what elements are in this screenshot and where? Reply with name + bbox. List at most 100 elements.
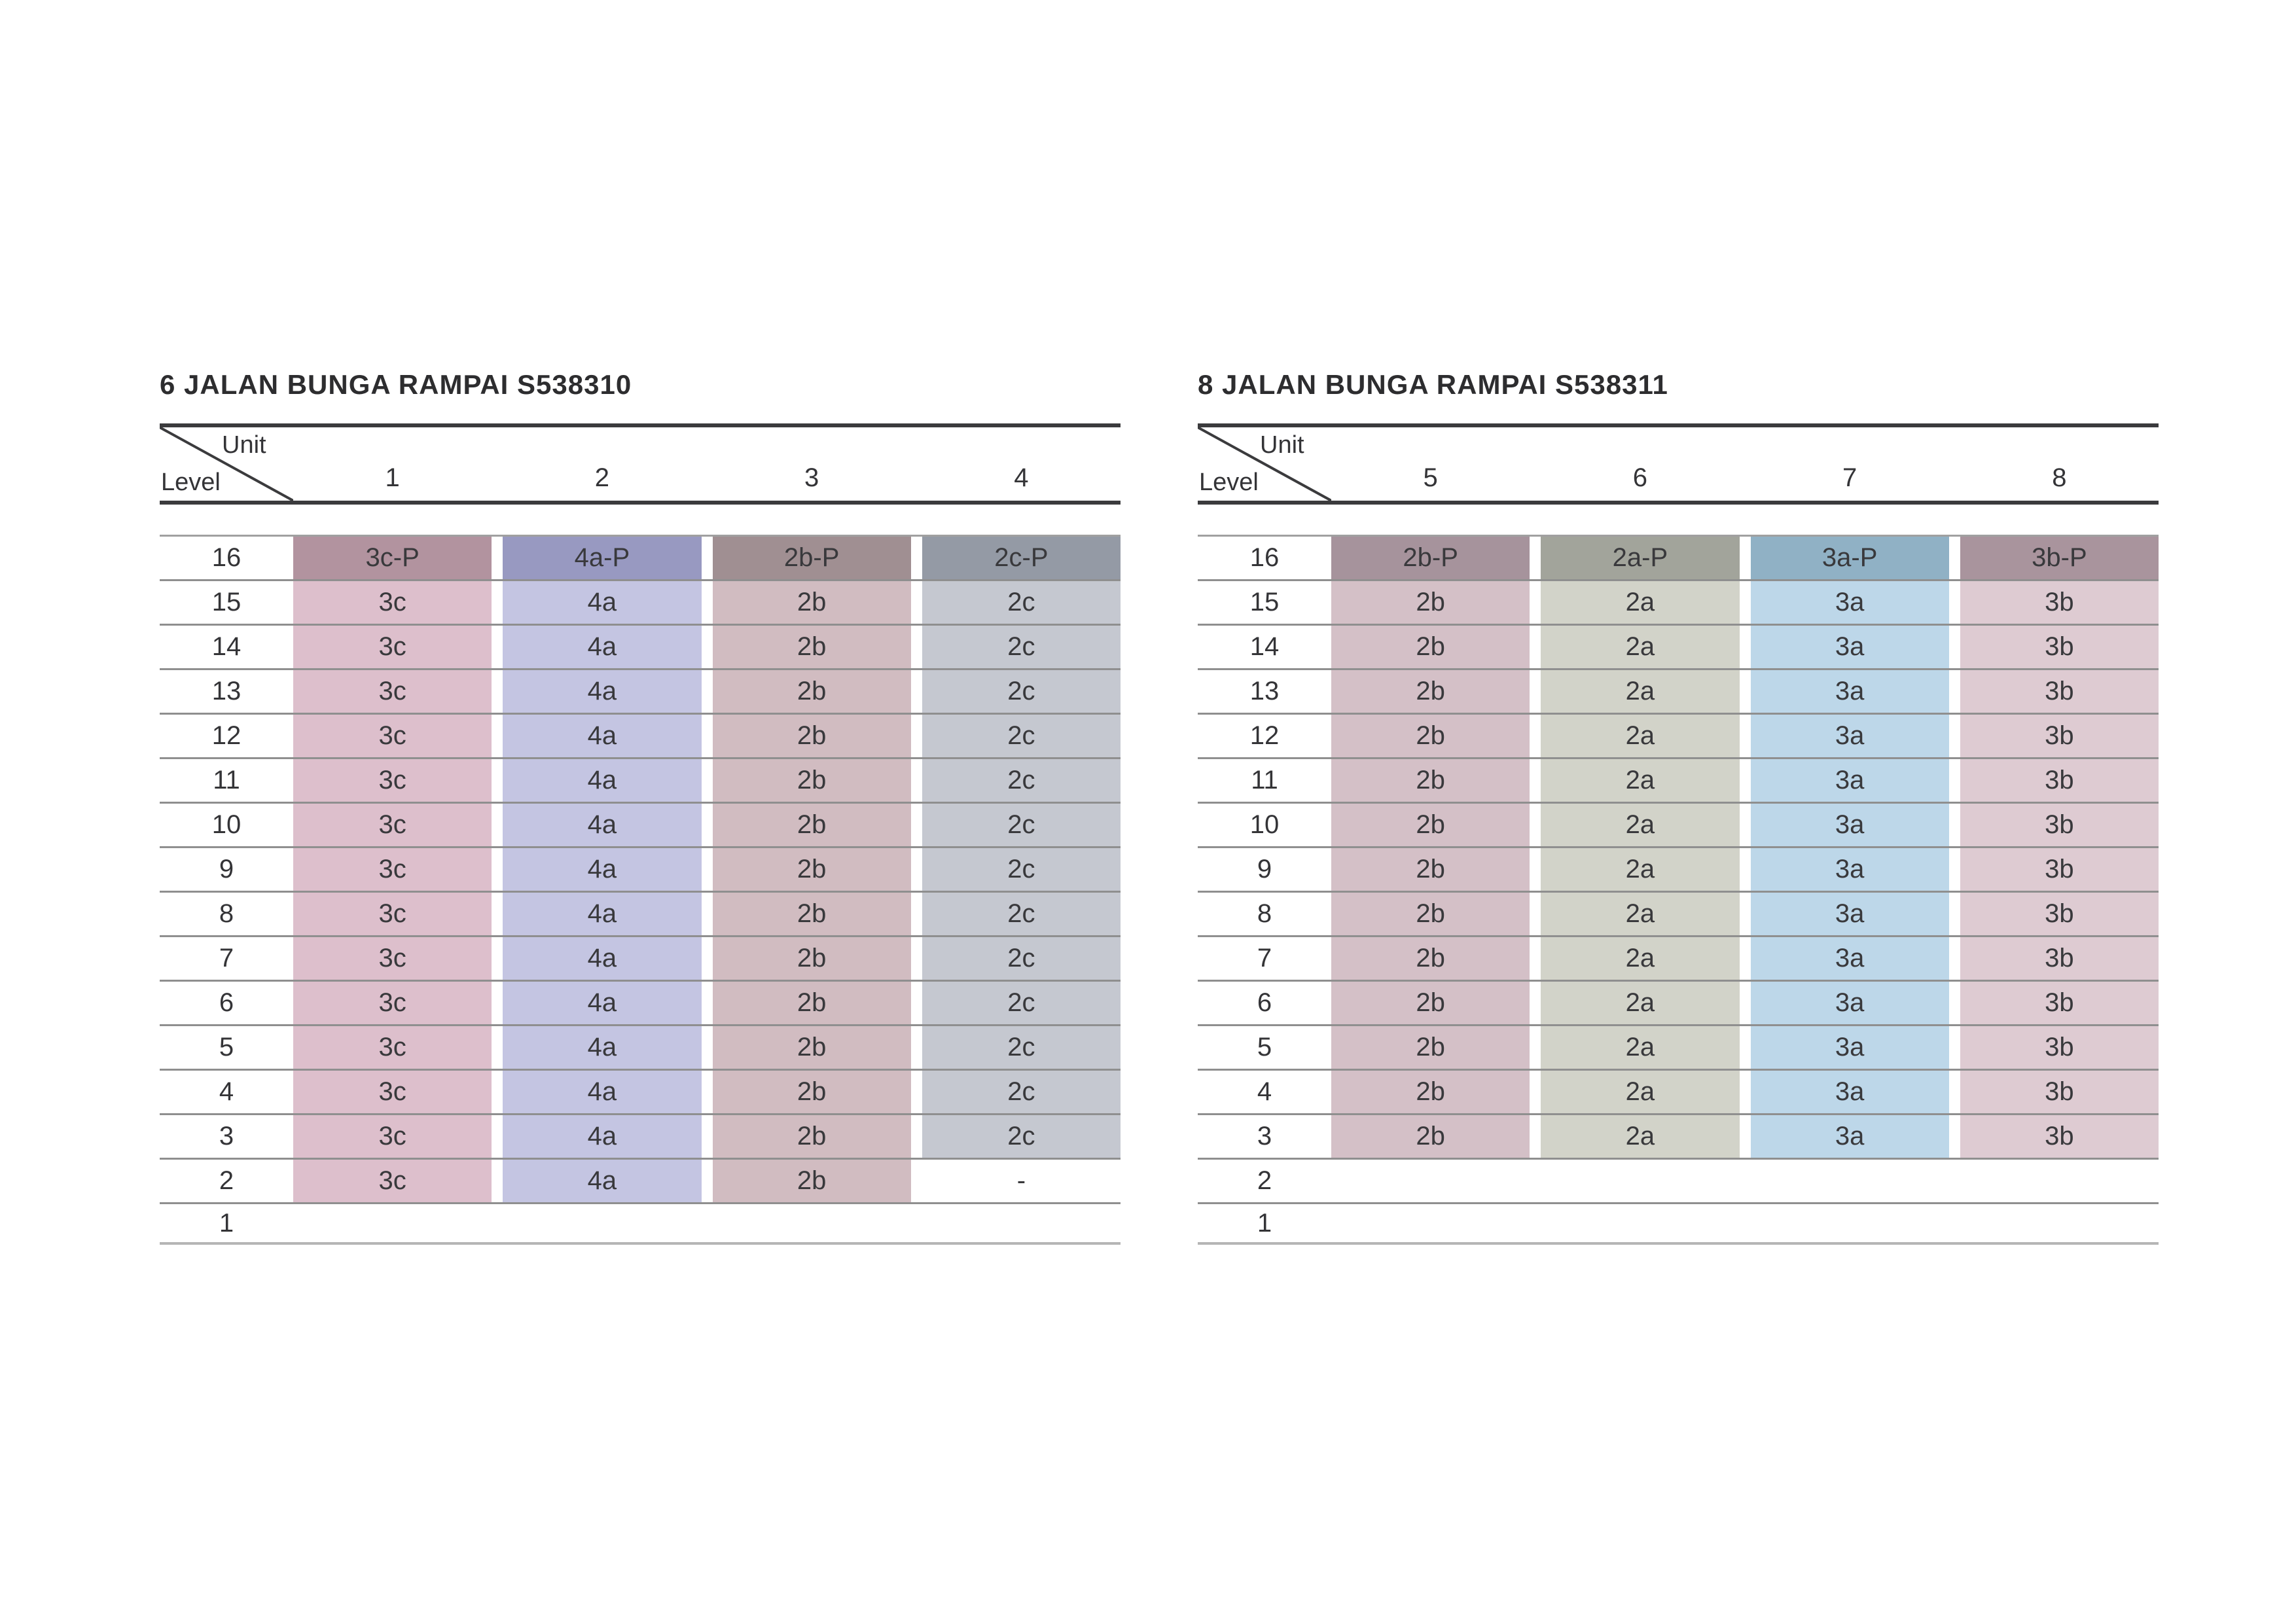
unit-cell: 4a bbox=[503, 848, 702, 891]
table-row: 5 3c 4a 2b 2c bbox=[160, 1026, 1121, 1071]
level-cell: 11 bbox=[1251, 766, 1278, 795]
unit-cell: 2b bbox=[1331, 1026, 1530, 1069]
unit-cell: 2a bbox=[1541, 670, 1740, 713]
unit-cell: 3c bbox=[293, 1115, 492, 1158]
unit-cell: 3c bbox=[293, 715, 492, 758]
unit-cell: 3b bbox=[1960, 893, 2159, 936]
level-cell: 16 bbox=[211, 543, 242, 573]
unit-cell: 3c bbox=[293, 893, 492, 936]
unit-cell: 3a bbox=[1750, 1026, 1949, 1069]
table-row: 10 2b 2a 3a 3b bbox=[1198, 804, 2159, 849]
unit-cell: 2b bbox=[1331, 626, 1530, 669]
level-cell: 14 bbox=[1249, 632, 1280, 662]
unit-cell: 3b bbox=[1960, 937, 2159, 980]
table-row: 11 3c 4a 2b 2c bbox=[160, 759, 1121, 804]
table-row: 4 3c 4a 2b 2c bbox=[160, 1071, 1121, 1116]
unit-cell: 2c bbox=[922, 982, 1121, 1025]
table-row: 16 3c-P 4a-P 2b-P 2c-P bbox=[160, 537, 1121, 582]
unit-cell: 4a bbox=[503, 982, 702, 1025]
table-header: Unit Level 1 2 3 4 bbox=[160, 423, 1121, 505]
unit-cell: 2b-P bbox=[1331, 537, 1530, 580]
unit-cell: 2b bbox=[712, 1026, 911, 1069]
corner-level-label: Level bbox=[161, 469, 221, 497]
level-cell: 12 bbox=[1249, 721, 1280, 751]
table-row: 15 3c 4a 2b 2c bbox=[160, 581, 1121, 626]
unit-cell: 3a bbox=[1750, 804, 1949, 847]
unit-cell: 2a bbox=[1541, 937, 1740, 980]
unit-cell: 4a bbox=[503, 1026, 702, 1069]
unit-cell: 3c-P bbox=[293, 537, 492, 580]
unit-cell: 3a bbox=[1750, 1115, 1949, 1158]
unit-cell: 2b bbox=[712, 581, 911, 624]
unit-cell: 2b bbox=[712, 715, 911, 758]
unit-cell: 2b bbox=[1331, 715, 1530, 758]
unit-cell-empty bbox=[1331, 1204, 1530, 1242]
unit-cell: 3a bbox=[1750, 1071, 1949, 1114]
corner-cell: Unit Level bbox=[160, 427, 293, 501]
unit-cell: 2c bbox=[922, 1026, 1121, 1069]
unit-cell: 4a bbox=[503, 670, 702, 713]
unit-cell: 3b-P bbox=[1960, 537, 2159, 580]
unit-cell: 2b bbox=[1331, 804, 1530, 847]
unit-cell: 4a-P bbox=[503, 537, 702, 580]
column-header: 7 bbox=[1842, 463, 1857, 493]
table-row: 1 bbox=[160, 1204, 1121, 1245]
level-cell: 9 bbox=[219, 855, 234, 884]
unit-cell: 3a bbox=[1750, 848, 1949, 891]
level-cell: 4 bbox=[219, 1077, 234, 1107]
column-headers: 5 6 7 8 bbox=[1331, 427, 2159, 501]
unit-cell: 3b bbox=[1960, 759, 2159, 802]
unit-cell: 2b bbox=[712, 804, 911, 847]
unit-cell: 2c bbox=[922, 937, 1121, 980]
unit-cell: 2b bbox=[712, 626, 911, 669]
level-cell: 2 bbox=[1257, 1166, 1272, 1196]
unit-cell: 2b bbox=[712, 670, 911, 713]
table-row: 9 2b 2a 3a 3b bbox=[1198, 848, 2159, 893]
unit-cell: 2c bbox=[922, 626, 1121, 669]
table-row: 3 3c 4a 2b 2c bbox=[160, 1115, 1121, 1160]
table-row: 10 3c 4a 2b 2c bbox=[160, 804, 1121, 849]
unit-cell: 3c bbox=[293, 626, 492, 669]
corner-cell: Unit Level bbox=[1198, 427, 1331, 501]
unit-cell: 2a bbox=[1541, 1026, 1740, 1069]
table-row: 1 bbox=[1198, 1204, 2159, 1245]
level-cell: 1 bbox=[219, 1208, 234, 1238]
level-cell: 3 bbox=[1257, 1122, 1272, 1151]
table-row: 8 2b 2a 3a 3b bbox=[1198, 893, 2159, 938]
unit-cell: 4a bbox=[503, 937, 702, 980]
unit-cell: 3b bbox=[1960, 1115, 2159, 1158]
unit-cell: 2b bbox=[1331, 848, 1530, 891]
unit-cell: 2b bbox=[712, 982, 911, 1025]
unit-cell: 4a bbox=[503, 804, 702, 847]
diagonal-line-icon bbox=[1198, 427, 1331, 501]
level-cell: 13 bbox=[211, 677, 242, 706]
stack-table-block-6: 6 JALAN BUNGA RAMPAI S538310 Unit Level … bbox=[160, 369, 1121, 1245]
table-row: 4 2b 2a 3a 3b bbox=[1198, 1071, 2159, 1116]
table-row: 12 3c 4a 2b 2c bbox=[160, 715, 1121, 760]
unit-cell-empty bbox=[922, 1204, 1121, 1242]
unit-cell-empty bbox=[503, 1204, 701, 1242]
unit-cell: 2a bbox=[1541, 893, 1740, 936]
unit-cell: 2a bbox=[1541, 982, 1740, 1025]
table-row: 12 2b 2a 3a 3b bbox=[1198, 715, 2159, 760]
unit-cell: 3b bbox=[1960, 715, 2159, 758]
unit-cell: 2b bbox=[1331, 1115, 1530, 1158]
unit-cell: 2b-P bbox=[712, 537, 911, 580]
corner-unit-label: Unit bbox=[1260, 431, 1304, 459]
unit-cell: 3a bbox=[1750, 759, 1949, 802]
stack-table-block-8: 8 JALAN BUNGA RAMPAI S538311 Unit Level … bbox=[1198, 369, 2159, 1245]
unit-cell-empty bbox=[1960, 1204, 2159, 1242]
column-header: 4 bbox=[1014, 463, 1029, 493]
table-row: 7 3c 4a 2b 2c bbox=[160, 937, 1121, 982]
table-row: 8 3c 4a 2b 2c bbox=[160, 893, 1121, 938]
unit-cell: 3a bbox=[1750, 715, 1949, 758]
unit-cell-empty bbox=[713, 1204, 911, 1242]
table-row: 9 3c 4a 2b 2c bbox=[160, 848, 1121, 893]
level-cell: 13 bbox=[1249, 677, 1280, 706]
unit-cell: 3c bbox=[293, 670, 492, 713]
level-cell: 8 bbox=[1257, 899, 1272, 929]
level-cell: 2 bbox=[219, 1166, 234, 1196]
header-body-gap bbox=[160, 505, 1121, 535]
table-row: 13 2b 2a 3a 3b bbox=[1198, 670, 2159, 715]
unit-cell-empty bbox=[1751, 1160, 1949, 1202]
